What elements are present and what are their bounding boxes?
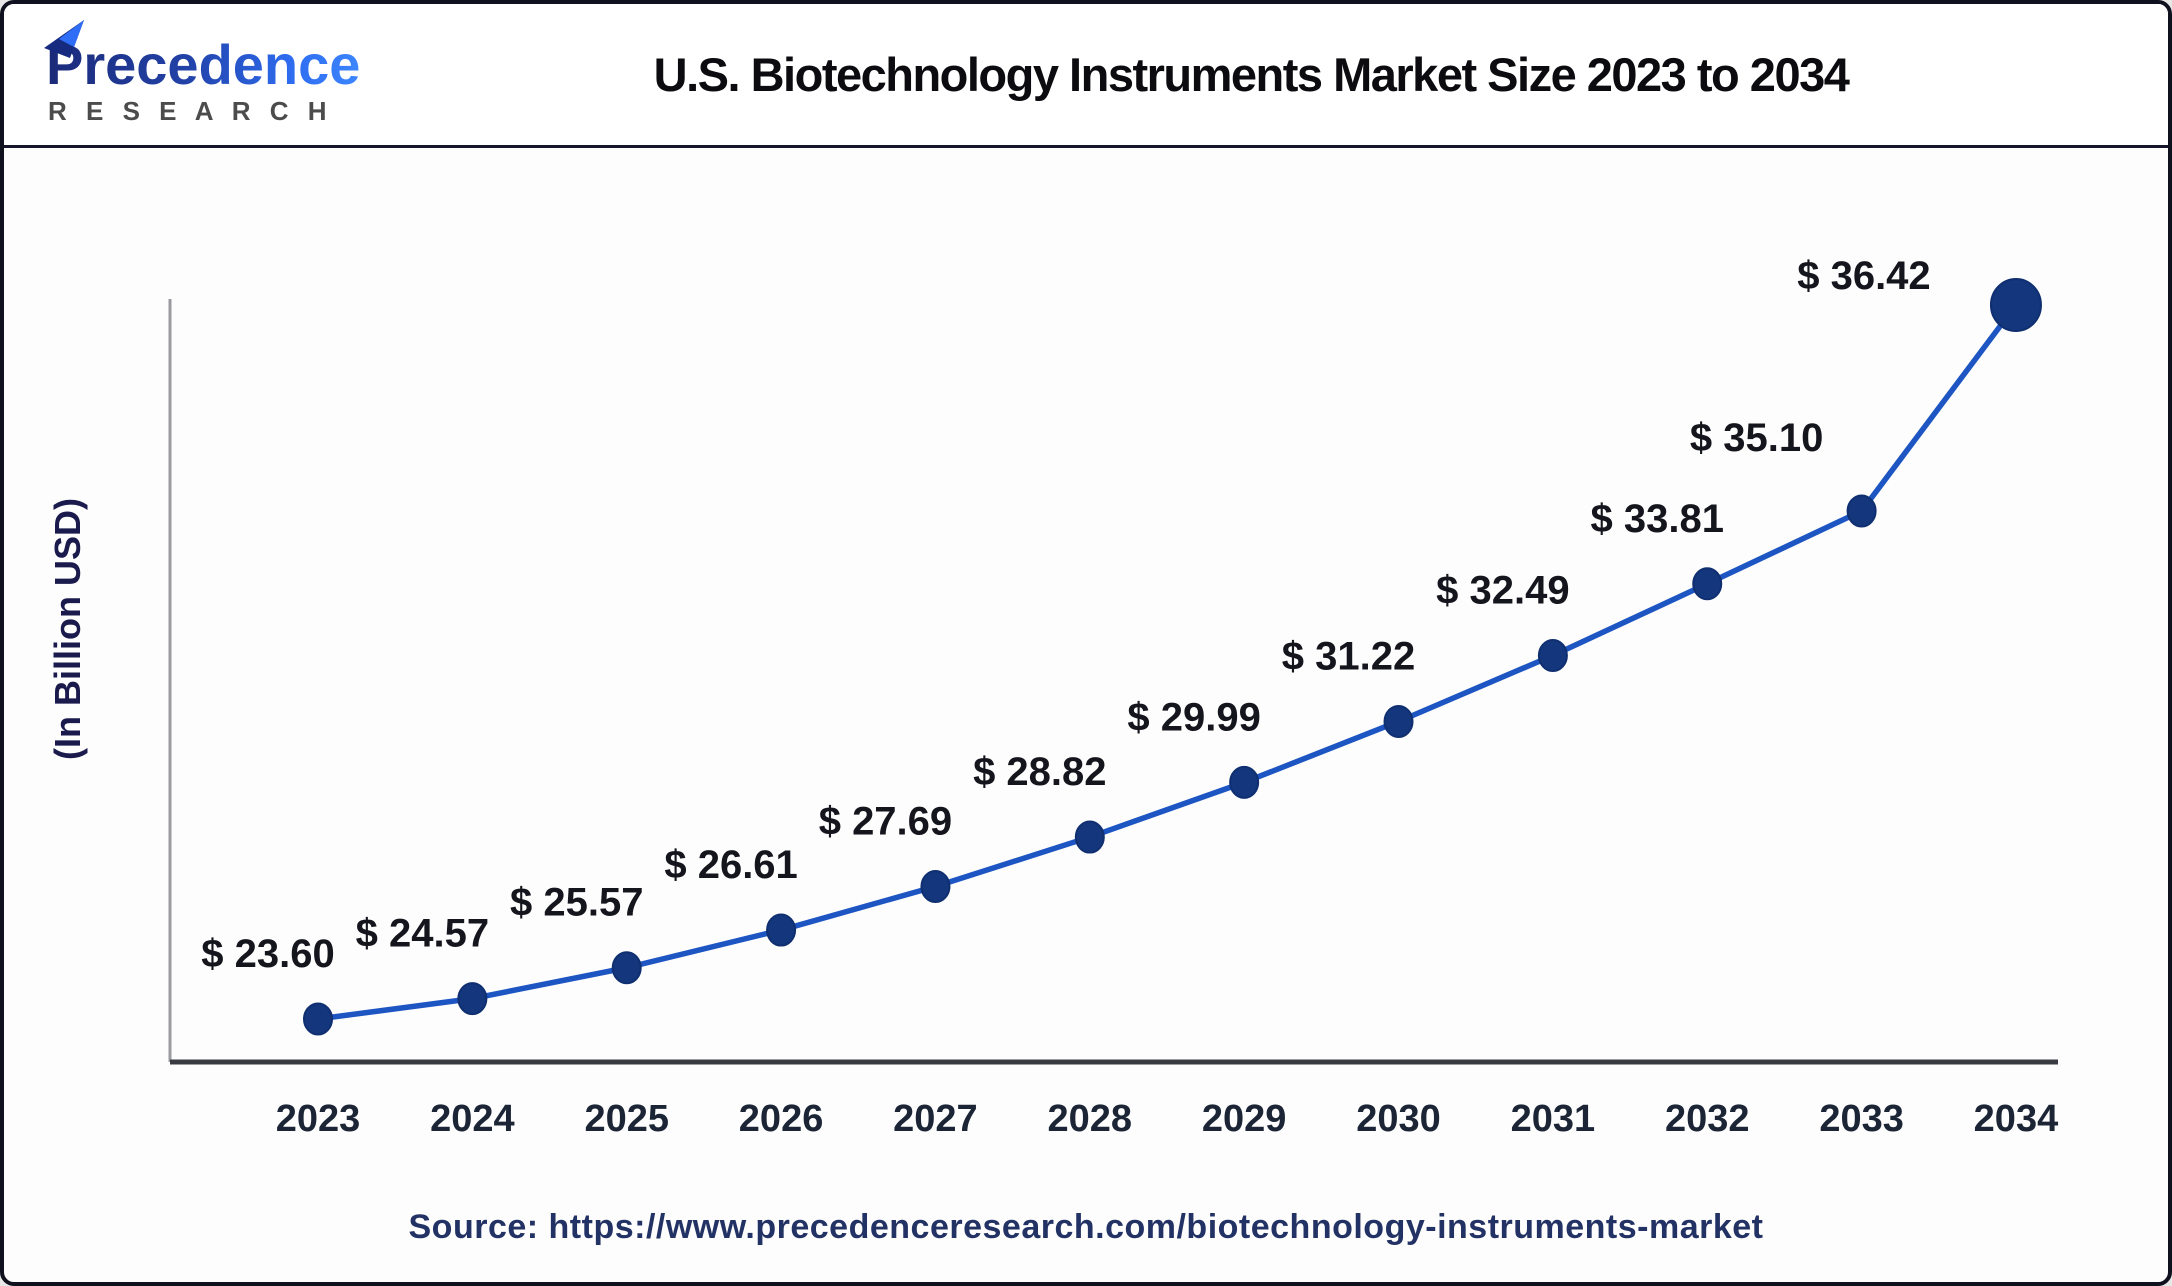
x-tick-2025: 2025 xyxy=(584,1098,669,1140)
x-tick-2033: 2033 xyxy=(1819,1098,1904,1140)
x-tick-2024: 2024 xyxy=(430,1098,515,1140)
value-label-2026: $ 26.61 xyxy=(664,843,797,887)
x-tick-2030: 2030 xyxy=(1356,1098,1441,1140)
chart-title: U.S. Biotechnology Instruments Market Si… xyxy=(653,48,1850,101)
x-tick-2034: 2034 xyxy=(1974,1098,2059,1140)
value-label-2025: $ 25.57 xyxy=(510,881,643,925)
x-tick-2028: 2028 xyxy=(1048,1098,1133,1140)
trend-line xyxy=(315,302,2019,1022)
data-point-2027 xyxy=(920,870,951,904)
data-point-2024 xyxy=(457,982,488,1016)
footer: Source: https://www.precedenceresearch.c… xyxy=(4,1196,2168,1258)
value-label-2030: $ 31.22 xyxy=(1282,634,1415,678)
data-point-2028 xyxy=(1074,820,1105,854)
brand-logo: Precedence R E S E A R C H xyxy=(44,20,360,126)
x-tick-2029: 2029 xyxy=(1202,1098,1287,1140)
title-area: U.S. Biotechnology Instruments Market Si… xyxy=(4,4,2168,145)
series-layer xyxy=(303,278,2042,1036)
data-point-2031 xyxy=(1537,638,1568,672)
data-point-2026 xyxy=(766,913,797,947)
data-point-2034 xyxy=(1989,278,2042,332)
value-label-2024: $ 24.57 xyxy=(356,912,489,956)
data-point-2023 xyxy=(303,1002,333,1036)
x-tick-2031: 2031 xyxy=(1511,1098,1596,1140)
value-label-2029: $ 29.99 xyxy=(1127,695,1260,739)
market-size-line-chart: (In Billion USD) $ 23.60 $ 24.57$ 25.57$ … xyxy=(47,254,2059,1140)
data-point-2025 xyxy=(611,951,642,985)
value-label-2033: $ 35.10 xyxy=(1690,416,1823,460)
x-tick-2023: 2023 xyxy=(276,1098,361,1140)
x-tick-2027: 2027 xyxy=(893,1098,978,1140)
value-label-2031: $ 32.49 xyxy=(1436,568,1569,612)
x-tick-layer: 2023 2024 2025 2026 2027 2028 2029 2030 2031 2032… xyxy=(276,1098,2059,1140)
value-label-2034: $ 36.42 xyxy=(1797,254,1930,298)
value-label-2028: $ 28.82 xyxy=(973,750,1106,794)
header: Precedence R E S E A R C H U.S. Biotechn… xyxy=(4,4,2168,148)
y-axis-title: (In Billion USD) xyxy=(47,498,88,760)
x-tick-2032: 2032 xyxy=(1665,1098,1750,1140)
value-label-2032: $ 33.81 xyxy=(1591,497,1724,541)
value-label-2023: $ 23.60 xyxy=(201,932,334,976)
value-label-layer: $ 23.60 $ 24.57 $ 25.57 $ 26.61 $ 27.69 $ 28.… xyxy=(201,254,1930,976)
triangle-logo-icon xyxy=(44,20,84,58)
value-label-2027: $ 27.69 xyxy=(819,800,952,844)
source-line: Source: https://www.precedenceresearch.c… xyxy=(408,1207,1764,1246)
data-point-2030 xyxy=(1383,704,1414,738)
data-point-2033 xyxy=(1846,494,1877,528)
data-point-2032 xyxy=(1692,567,1723,601)
brand-subtitle: R E S E A R C H xyxy=(48,96,333,126)
x-tick-2026: 2026 xyxy=(739,1098,824,1140)
brand-wordmark: Precedence xyxy=(46,33,360,96)
data-point-2029 xyxy=(1229,765,1260,799)
